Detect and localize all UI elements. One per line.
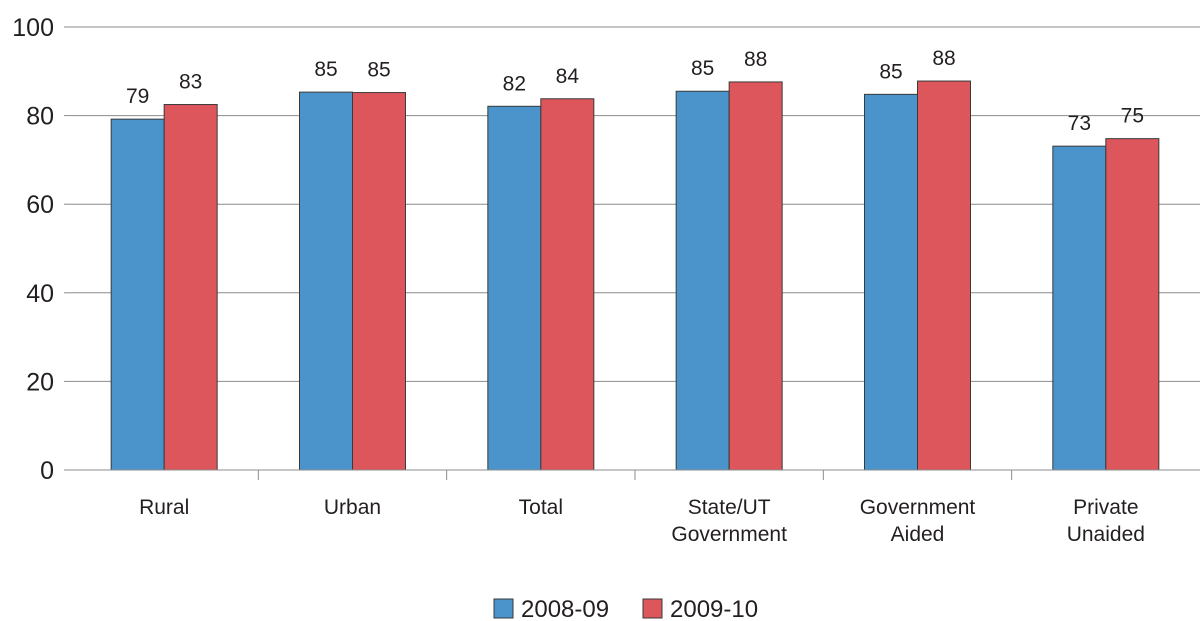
- bar-2008-09-3: [675, 90, 730, 471]
- x-category-label: State/UT: [688, 496, 771, 519]
- axes: [64, 26, 1200, 480]
- x-category-label: Total: [519, 496, 563, 519]
- data-label: 85: [879, 60, 902, 83]
- bar-2009-10-5: [1105, 138, 1160, 471]
- y-tick-label: 20: [26, 368, 54, 396]
- data-label: 83: [179, 71, 202, 94]
- x-category-label: Unaided: [1067, 523, 1145, 546]
- bar-2008-09-4: [864, 93, 918, 471]
- legend-swatch: [493, 598, 514, 619]
- data-label: 75: [1121, 105, 1144, 128]
- data-label: 79: [126, 85, 149, 108]
- legend-label: 2008-09: [521, 596, 609, 621]
- x-category-label: Aided: [891, 523, 945, 546]
- data-label: 73: [1068, 112, 1091, 135]
- data-label: 88: [744, 48, 767, 71]
- x-category-label: Government: [671, 523, 787, 546]
- y-tick-label: 60: [26, 191, 54, 219]
- y-tick-label: 0: [40, 457, 54, 485]
- data-label: 84: [556, 65, 580, 88]
- bar-2009-10-0: [163, 104, 218, 471]
- bar-2008-09-0: [110, 118, 165, 471]
- data-label: 82: [503, 72, 526, 95]
- y-tick-label: 40: [26, 280, 54, 308]
- x-category-label: Private: [1073, 496, 1138, 519]
- data-label: 85: [367, 59, 390, 82]
- legend-swatch: [642, 598, 663, 619]
- labels: 0 20 40 60 80 100 79 83 Rural 85 85 Urban 82 84 Total 8…: [12, 14, 1145, 546]
- bar-2008-09-1: [299, 91, 353, 471]
- legend-label: 2009-10: [670, 596, 758, 621]
- y-tick-label: 100: [12, 14, 54, 42]
- data-label: 88: [932, 47, 955, 70]
- bars: [110, 80, 1160, 471]
- bar-2009-10-2: [540, 98, 595, 471]
- x-category-label: Rural: [139, 496, 189, 519]
- data-label: 85: [314, 58, 337, 81]
- bar-2008-09-5: [1052, 145, 1107, 471]
- x-category-label: Government: [860, 496, 976, 519]
- data-label: 85: [691, 57, 714, 80]
- bar-2009-10-4: [917, 80, 971, 471]
- gridlines: [70, 26, 1200, 382]
- y-tick-label: 80: [26, 103, 54, 131]
- bar-2009-10-3: [728, 81, 783, 471]
- x-category-label: Urban: [324, 496, 381, 519]
- bar-2009-10-1: [352, 92, 406, 471]
- legend: 2008-09 2009-10: [493, 596, 758, 621]
- bar-2008-09-2: [487, 105, 542, 471]
